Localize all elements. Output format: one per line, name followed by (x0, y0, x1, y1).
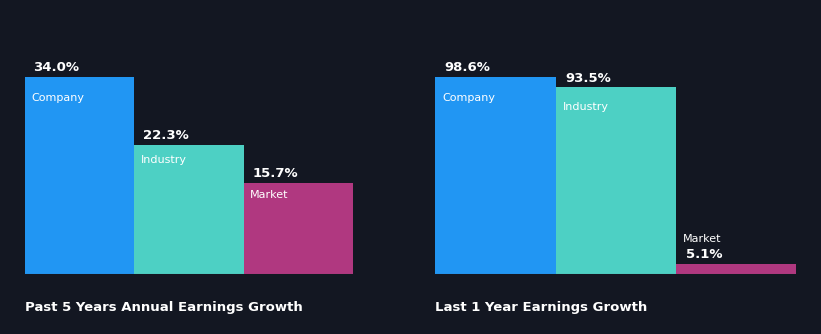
Text: Last 1 Year Earnings Growth: Last 1 Year Earnings Growth (435, 301, 648, 314)
Text: Industry: Industry (140, 155, 186, 165)
Text: Company: Company (443, 93, 495, 103)
Text: 98.6%: 98.6% (445, 61, 491, 74)
Text: Past 5 Years Annual Earnings Growth: Past 5 Years Annual Earnings Growth (25, 301, 302, 314)
Text: 34.0%: 34.0% (34, 61, 80, 74)
Bar (676, 264, 796, 274)
Bar (435, 77, 556, 274)
Text: 5.1%: 5.1% (686, 248, 722, 261)
Bar (244, 183, 353, 274)
Text: 15.7%: 15.7% (252, 167, 298, 180)
Text: Market: Market (683, 234, 722, 244)
Bar (556, 87, 676, 274)
Text: Market: Market (250, 190, 289, 200)
Bar (25, 77, 134, 274)
Text: Company: Company (31, 93, 85, 103)
Text: 22.3%: 22.3% (143, 129, 189, 142)
Bar (134, 145, 244, 274)
Text: 93.5%: 93.5% (565, 71, 611, 85)
Text: Industry: Industry (562, 102, 608, 112)
